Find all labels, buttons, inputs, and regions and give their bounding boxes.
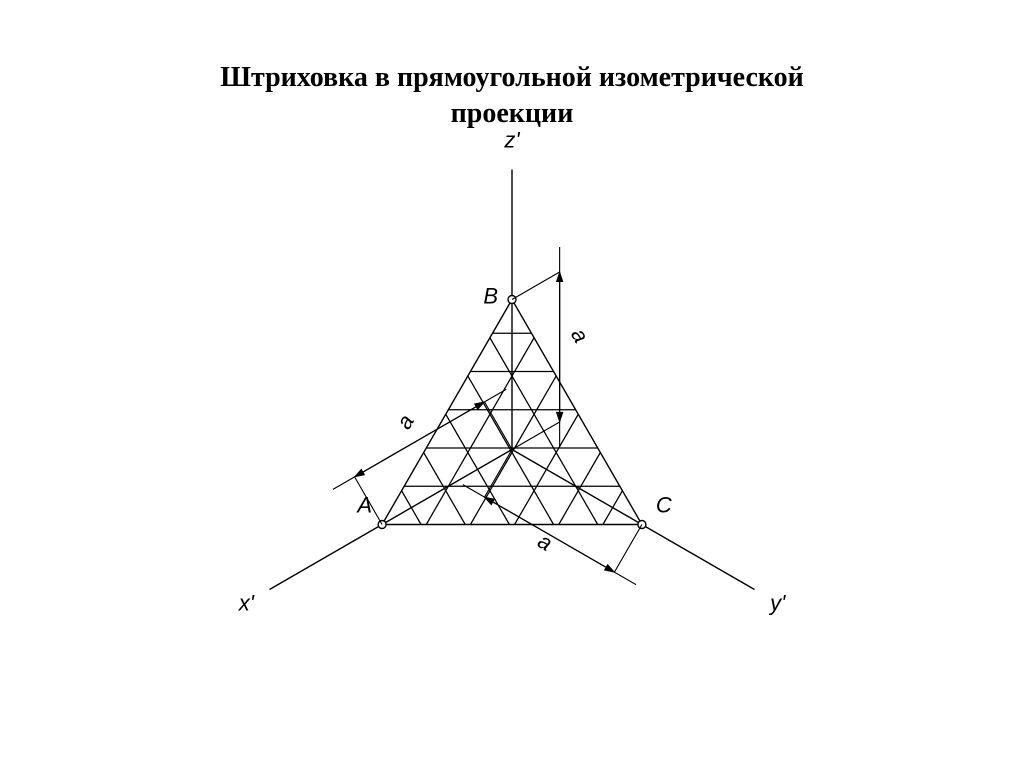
vertex-label-c: C	[656, 492, 672, 517]
axis-label-z: z'	[503, 127, 520, 152]
ext2-bottom	[614, 524, 642, 572]
hatch-ab-0	[426, 338, 534, 525]
title-line-1: Штриховка в прямоугольной изометрической	[220, 62, 804, 93]
dim-label-top: a	[566, 324, 594, 347]
hatch-bc-1	[468, 376, 554, 525]
ext2-top	[512, 272, 560, 300]
axis-label-y: y'	[768, 590, 786, 615]
ext1-left	[485, 402, 513, 450]
dim-label-left: a	[391, 410, 419, 433]
page-title: Штриховка в прямоугольной изометрической…	[0, 0, 1024, 133]
diagram-svg: z' x' y' A B Ca a a	[162, 119, 862, 719]
hatch-ab-1	[470, 376, 556, 525]
dim-label-bottom: a	[534, 528, 557, 556]
hatch-bc-4	[402, 491, 421, 525]
dimarrow-left	[355, 402, 485, 477]
vertex-label-a: A	[355, 492, 372, 517]
hatch-ab-4	[603, 491, 622, 525]
axis-y	[512, 449, 754, 589]
hatch-bc-3	[424, 452, 466, 524]
axis-label-x: x'	[238, 590, 255, 615]
diagram: z' x' y' A B Ca a a	[162, 119, 862, 724]
vertex-label-b: B	[483, 283, 498, 308]
hatch-ab-3	[559, 452, 601, 524]
axis-x	[270, 449, 512, 589]
